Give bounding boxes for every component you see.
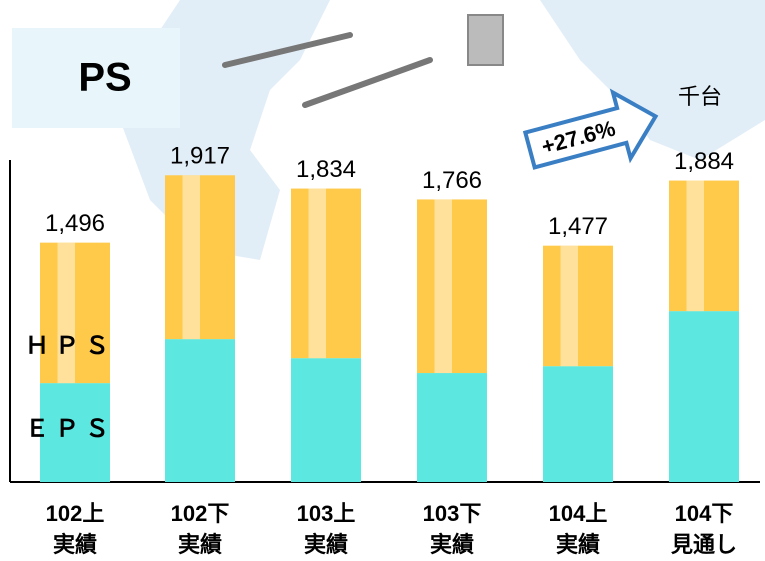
unit-label: 千台 xyxy=(678,84,722,109)
bar-segment xyxy=(165,339,235,482)
x-tick-label: 104上 xyxy=(549,501,608,526)
title-box xyxy=(12,28,180,128)
x-tick-label: 104下 xyxy=(675,501,734,526)
bar-highlight xyxy=(560,245,578,367)
x-tick-label: 103上 xyxy=(297,501,356,526)
bar-highlight xyxy=(182,175,200,340)
bar-segment xyxy=(417,373,487,482)
bar-segment xyxy=(543,366,613,482)
x-tick-label: 実績 xyxy=(304,532,348,557)
x-tick-label: 102下 xyxy=(171,501,230,526)
x-tick-label: 実績 xyxy=(53,532,97,557)
bar-highlight xyxy=(57,242,75,384)
bar-segment xyxy=(40,242,110,384)
x-tick-label: 103下 xyxy=(423,501,482,526)
bar-segment xyxy=(291,358,361,482)
x-tick-label: 102上 xyxy=(46,501,105,526)
x-tick-label: 見通し xyxy=(671,532,737,557)
total-label: 1,834 xyxy=(296,156,356,183)
bar-segment xyxy=(165,175,235,340)
total-label: 1,917 xyxy=(170,143,230,170)
growth-arrow: +27.6% xyxy=(522,88,659,170)
total-label: 1,477 xyxy=(548,213,608,240)
bar-segment xyxy=(291,188,361,359)
x-tick-label: 実績 xyxy=(556,532,600,557)
series-label: ＥＰＳ xyxy=(25,415,115,442)
total-label: 1,766 xyxy=(422,167,482,194)
series-label: ＨＰＳ xyxy=(25,332,115,359)
bar-segment xyxy=(40,383,110,482)
bar-segment xyxy=(669,311,739,482)
x-tick-label: 実績 xyxy=(178,532,222,557)
product-images xyxy=(222,14,504,108)
x-tick-label: 実績 xyxy=(430,532,474,557)
bar-segment xyxy=(417,199,487,374)
bar-highlight xyxy=(686,180,704,312)
bar-highlight xyxy=(308,188,326,359)
bar-segment xyxy=(669,180,739,312)
bar-highlight xyxy=(434,199,452,374)
total-label: 1,884 xyxy=(674,148,734,175)
total-label: 1,496 xyxy=(45,210,105,237)
bar-segment xyxy=(543,245,613,367)
chart-title: PS xyxy=(78,56,131,100)
